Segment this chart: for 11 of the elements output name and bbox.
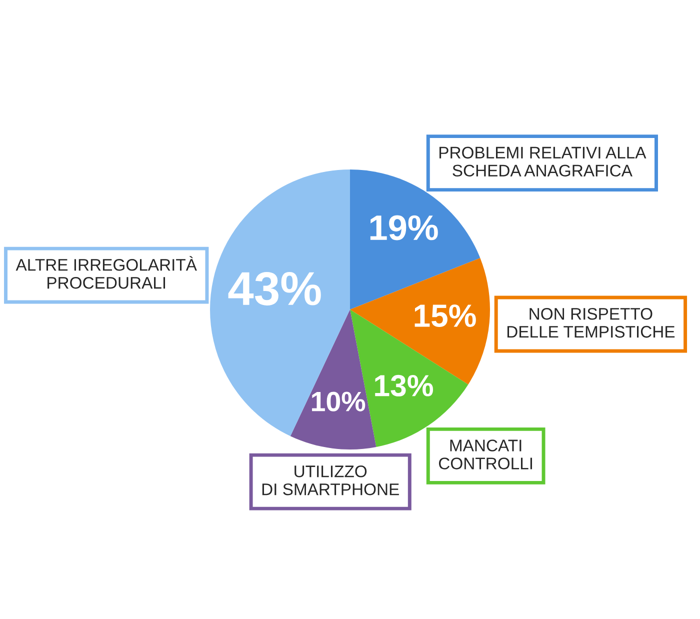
data-label: 19% bbox=[370, 215, 438, 240]
slice-label: NON RISPETTO DELLE TEMPISTICHE bbox=[507, 308, 675, 338]
data-label: 43% bbox=[228, 272, 321, 306]
pie-slice bbox=[290, 310, 376, 450]
data-label: 13% bbox=[375, 374, 434, 396]
slice-label: UTILIZZO DI SMARTPHONE bbox=[262, 466, 399, 496]
slice-label: ALTRE IRREGOLARITÀ PROCEDURALI bbox=[16, 256, 197, 289]
data-label: 15% bbox=[414, 304, 476, 328]
data-label: 10% bbox=[312, 392, 366, 412]
slice-label: MANCATI CONTROLLI bbox=[438, 440, 532, 470]
slice-label: PROBLEMI RELATIVI ALLA SCHEDA ANAGRAFICA bbox=[440, 146, 646, 177]
